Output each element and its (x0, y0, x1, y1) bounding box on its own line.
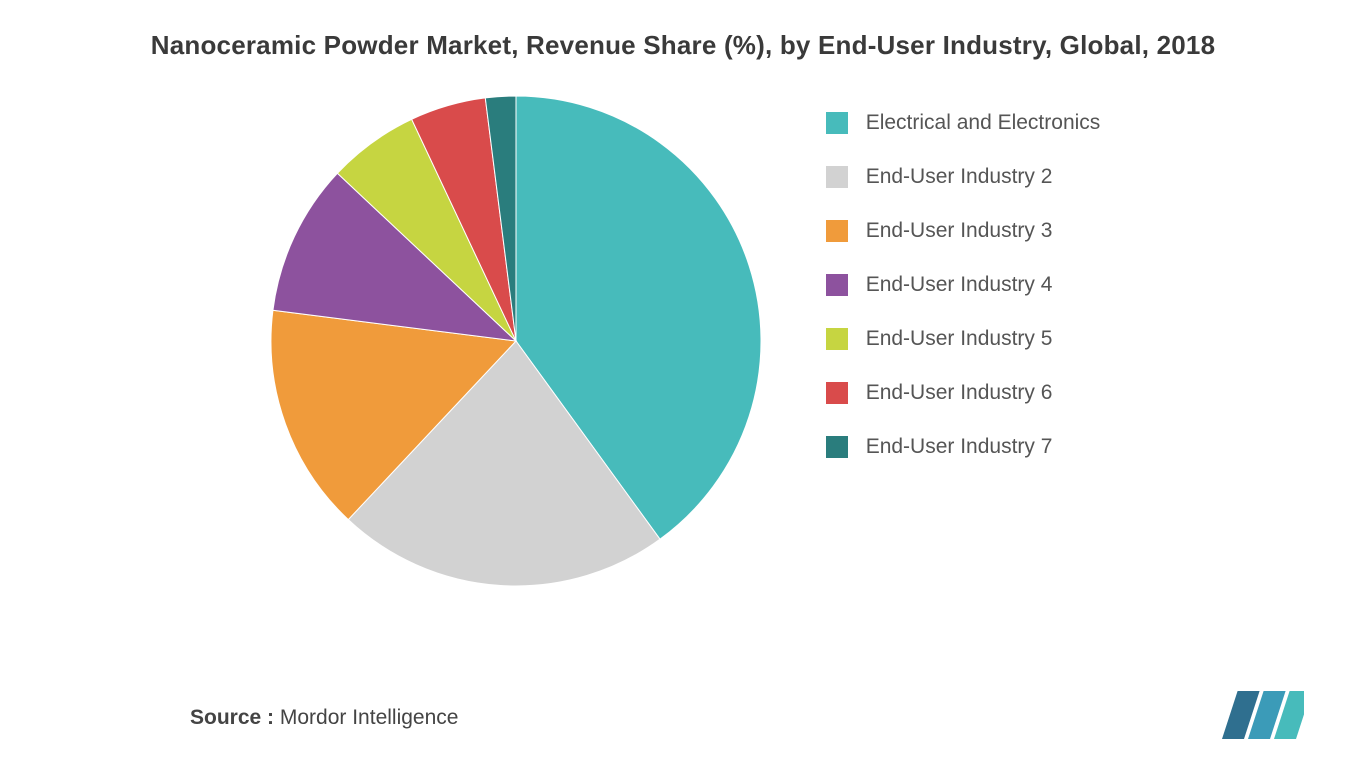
legend-item-0: Electrical and Electronics (826, 111, 1101, 135)
legend-item-5: End-User Industry 6 (826, 381, 1101, 405)
legend-label: End-User Industry 6 (866, 381, 1053, 405)
source-credit: Source : Mordor Intelligence (190, 706, 458, 730)
legend-item-6: End-User Industry 7 (826, 435, 1101, 459)
legend-item-4: End-User Industry 5 (826, 327, 1101, 351)
brand-logo (1216, 687, 1304, 750)
logo-svg (1216, 687, 1304, 745)
legend-label: End-User Industry 7 (866, 435, 1053, 459)
legend-item-2: End-User Industry 3 (826, 219, 1101, 243)
legend-swatch (826, 166, 848, 188)
legend-swatch (826, 328, 848, 350)
source-label: Source : (190, 706, 274, 729)
legend-label: End-User Industry 5 (866, 327, 1053, 351)
pie-svg (266, 91, 766, 591)
legend-label: End-User Industry 3 (866, 219, 1053, 243)
legend-swatch (826, 112, 848, 134)
legend-swatch (826, 220, 848, 242)
legend-item-3: End-User Industry 4 (826, 273, 1101, 297)
legend-swatch (826, 436, 848, 458)
chart-container: Nanoceramic Powder Market, Revenue Share… (0, 0, 1366, 768)
legend-label: End-User Industry 4 (866, 273, 1053, 297)
chart-area: Electrical and Electronics End-User Indus… (60, 91, 1306, 591)
pie-chart (266, 91, 766, 591)
legend-label: Electrical and Electronics (866, 111, 1101, 135)
legend-swatch (826, 274, 848, 296)
legend-swatch (826, 382, 848, 404)
legend-label: End-User Industry 2 (866, 165, 1053, 189)
source-value: Mordor Intelligence (274, 706, 458, 729)
legend: Electrical and Electronics End-User Indus… (826, 111, 1101, 489)
chart-title: Nanoceramic Powder Market, Revenue Share… (60, 30, 1306, 61)
legend-item-1: End-User Industry 2 (826, 165, 1101, 189)
